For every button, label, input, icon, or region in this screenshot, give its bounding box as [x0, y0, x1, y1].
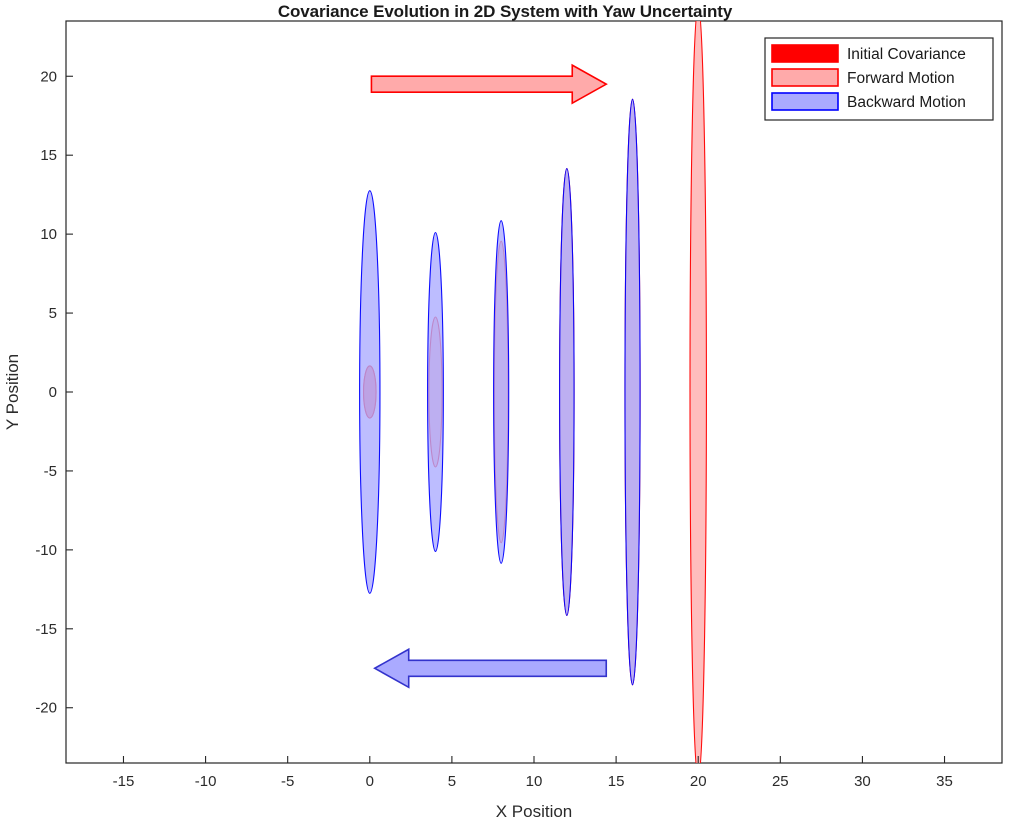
covariance-ellipse [624, 98, 641, 686]
y-axis-tick-label: 0 [49, 384, 57, 401]
y-axis-tick-label: 5 [49, 305, 57, 322]
y-axis-tick-label: 10 [40, 226, 57, 243]
x-axis-tick-label: 20 [690, 773, 707, 790]
x-axis-tick-label: -15 [113, 773, 135, 790]
legend-label[interactable]: Forward Motion [847, 70, 955, 87]
covariance-ellipse [689, 21, 707, 763]
y-axis-tick-label: -10 [35, 542, 57, 559]
x-axis-tick-label: 25 [772, 773, 789, 790]
covariance-ellipse [493, 220, 510, 564]
legend-label[interactable]: Initial Covariance [847, 46, 966, 63]
y-axis-tick-label: -20 [35, 700, 57, 717]
x-axis-tick-label: 35 [936, 773, 953, 790]
chart-title: Covariance Evolution in 2D System with Y… [277, 2, 733, 21]
motion-arrow-layer [370, 63, 608, 689]
legend-swatch[interactable] [771, 44, 839, 63]
y-axis-title: Y Position [3, 354, 22, 430]
legend-swatch[interactable] [771, 92, 839, 111]
covariance-ellipse [559, 168, 575, 616]
covariance-ellipse-layer [359, 21, 707, 763]
covariance-ellipse [359, 190, 381, 594]
x-axis-title: X Position [496, 802, 573, 821]
legend[interactable]: Initial Covariance Forward Motion Backward… [764, 37, 994, 121]
y-axis-tick-label: -5 [44, 463, 57, 480]
x-axis-tick-label: 15 [608, 773, 625, 790]
x-axis-tick-label: 5 [448, 773, 456, 790]
covariance-ellipse [427, 232, 444, 552]
legend-swatch[interactable] [771, 68, 839, 87]
backward-motion-arrow [373, 647, 608, 689]
x-axis-tick-label: 30 [854, 773, 871, 790]
legend-label[interactable]: Backward Motion [847, 94, 966, 111]
y-axis-tick-label: 15 [40, 147, 57, 164]
forward-motion-arrow [370, 63, 608, 105]
y-axis-tick-label: 20 [40, 68, 57, 85]
y-axis-tick-label: -15 [35, 621, 57, 638]
x-axis-tick-label: -10 [195, 773, 217, 790]
axis-tick-layer: -15 -10 -5 0 5 10 15 20 25 30 35 -20 -15 -10 -5 0 5 10 15 2… [35, 68, 953, 790]
axes-frame [65, 20, 1003, 764]
x-axis-tick-label: 0 [366, 773, 374, 790]
x-axis-tick-label: 10 [526, 773, 543, 790]
x-axis-tick-label: -5 [281, 773, 294, 790]
